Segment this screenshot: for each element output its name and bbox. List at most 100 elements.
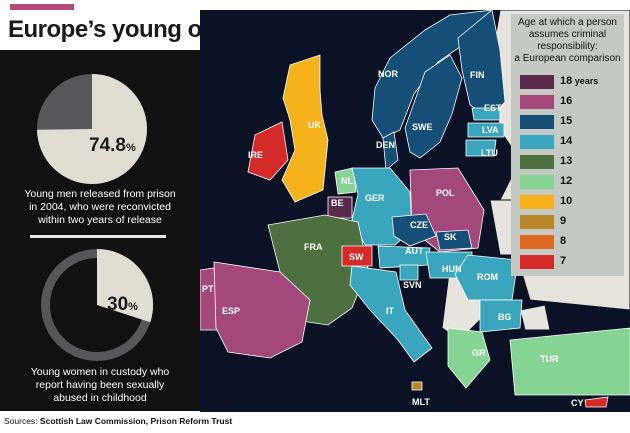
turkey-europe-region	[519, 304, 551, 331]
country-label-cze: CZE	[410, 220, 428, 230]
country-label-bg: BG	[498, 312, 512, 322]
country-label-it: IT	[386, 306, 395, 316]
legend-swatch	[520, 95, 554, 109]
reconviction-percentage: 74.8%	[89, 135, 136, 157]
country-label-aut: AUT	[405, 246, 424, 256]
sources-line: Sources: Scottish Law Commission, Prison…	[4, 416, 232, 426]
legend-swatch	[520, 175, 554, 189]
country-label-ire: IRE	[248, 150, 263, 160]
caption-line: Young women in custody who	[30, 366, 170, 378]
country-label-svn: SVN	[403, 280, 422, 290]
country-den	[382, 131, 399, 171]
abuse-pie-slice	[97, 248, 154, 323]
country-label-fra: FRA	[304, 242, 323, 252]
legend-swatch	[520, 75, 554, 89]
legend-label: 10	[560, 195, 573, 207]
legend-swatch	[520, 215, 554, 229]
country-cze	[391, 213, 437, 247]
caption-line: within two years of release	[38, 214, 162, 226]
country-cy	[584, 396, 609, 408]
sources-label: Sources:	[4, 416, 38, 426]
country-lva	[467, 122, 505, 138]
reconviction-value: 74.8	[89, 135, 126, 156]
accent-bar	[10, 4, 74, 10]
country-est	[471, 107, 501, 121]
legend-item-7: 7	[520, 254, 620, 270]
country-swe	[404, 54, 463, 159]
country-bg	[479, 299, 523, 333]
legend-item-13: 13	[520, 154, 620, 170]
legend-label: 13	[560, 155, 573, 167]
legend-label: 16	[560, 95, 573, 107]
country-label-tur: TUR	[540, 354, 559, 364]
legend-item-10: 10	[520, 194, 620, 210]
legend-title-line: responsibility:	[537, 41, 598, 52]
legend-item-12: 12	[520, 174, 620, 190]
legend-swatch	[520, 115, 554, 129]
country-svn	[399, 264, 419, 281]
legend-label: 14	[560, 135, 573, 147]
legend-label: 12	[560, 175, 573, 187]
legend-item-16: 16	[520, 94, 620, 110]
country-label-sw: SW	[349, 252, 364, 262]
abuse-value: 30	[107, 294, 129, 315]
legend-swatch	[520, 235, 554, 249]
legend-item-18: 18 years	[520, 74, 620, 90]
legend-title-line: assumes criminal	[528, 29, 607, 40]
stat-reconviction: 74.8% Young men released from prison in …	[0, 64, 200, 234]
abuse-pie	[41, 248, 154, 361]
legend-title: Age at which a person assumes criminal r…	[513, 17, 622, 65]
abuse-caption: Young women in custody who report having…	[0, 366, 200, 405]
country-label-fin: FIN	[470, 70, 485, 80]
reconviction-pie	[37, 74, 147, 184]
legend-title-line: a European comparison	[514, 53, 621, 64]
country-label-ger: GER	[365, 193, 385, 203]
country-label-den: DEN	[376, 140, 395, 150]
caption-line: Young men released from prison	[24, 188, 176, 200]
legend-label: 18 years	[560, 75, 599, 87]
country-be	[327, 196, 353, 219]
country-label-mlt: MLT	[412, 397, 430, 407]
legend-swatch	[520, 155, 554, 169]
country-label-be: BE	[331, 198, 344, 208]
country-uk	[281, 54, 329, 203]
country-it	[349, 265, 433, 363]
legend-item-9: 9	[520, 214, 620, 230]
country-label-sk: SK	[444, 232, 457, 242]
legend: Age at which a person assumes criminal r…	[511, 14, 624, 276]
abuse-percentage: 30%	[107, 294, 138, 316]
country-label-gr: GR	[472, 348, 486, 358]
country-ire	[247, 121, 289, 181]
country-label-esp: ESP	[222, 306, 240, 316]
country-label-swe: SWE	[412, 122, 433, 132]
reconviction-caption: Young men released from prison in 2004, …	[0, 188, 200, 227]
country-label-rom: ROM	[477, 272, 498, 282]
legend-label: 7	[560, 255, 567, 267]
statistics-panel: 74.8% Young men released from prison in …	[0, 50, 200, 411]
country-sk	[435, 229, 473, 251]
country-gr	[447, 327, 491, 389]
reconviction-unit: %	[125, 142, 136, 154]
legend-label: 15	[560, 115, 573, 127]
legend-label: 8	[560, 235, 567, 247]
country-nl	[334, 167, 357, 195]
country-esp	[213, 261, 311, 359]
legend-item-8: 8	[520, 234, 620, 250]
country-label-lva: LVA	[482, 125, 499, 135]
country-label-cy: CY	[571, 398, 584, 408]
sources-text: Scottish Law Commission, Prison Reform T…	[39, 416, 233, 426]
caption-line: in 2004, who were reconvicted	[29, 201, 171, 213]
country-label-uk: UK	[308, 120, 321, 130]
country-label-pol: POL	[436, 188, 455, 198]
legend-swatch	[520, 195, 554, 209]
divider	[30, 235, 166, 238]
stat-abuse: 30% Young women in custody who report ha…	[0, 242, 200, 407]
legend-title-line: Age at which a person	[518, 17, 617, 28]
country-tur	[509, 327, 630, 396]
country-label-pt: PT	[202, 284, 214, 294]
legend-label: 9	[560, 215, 567, 227]
legend-swatch	[520, 135, 554, 149]
country-mlt	[411, 381, 423, 391]
caption-line: report having been sexually	[35, 379, 165, 391]
